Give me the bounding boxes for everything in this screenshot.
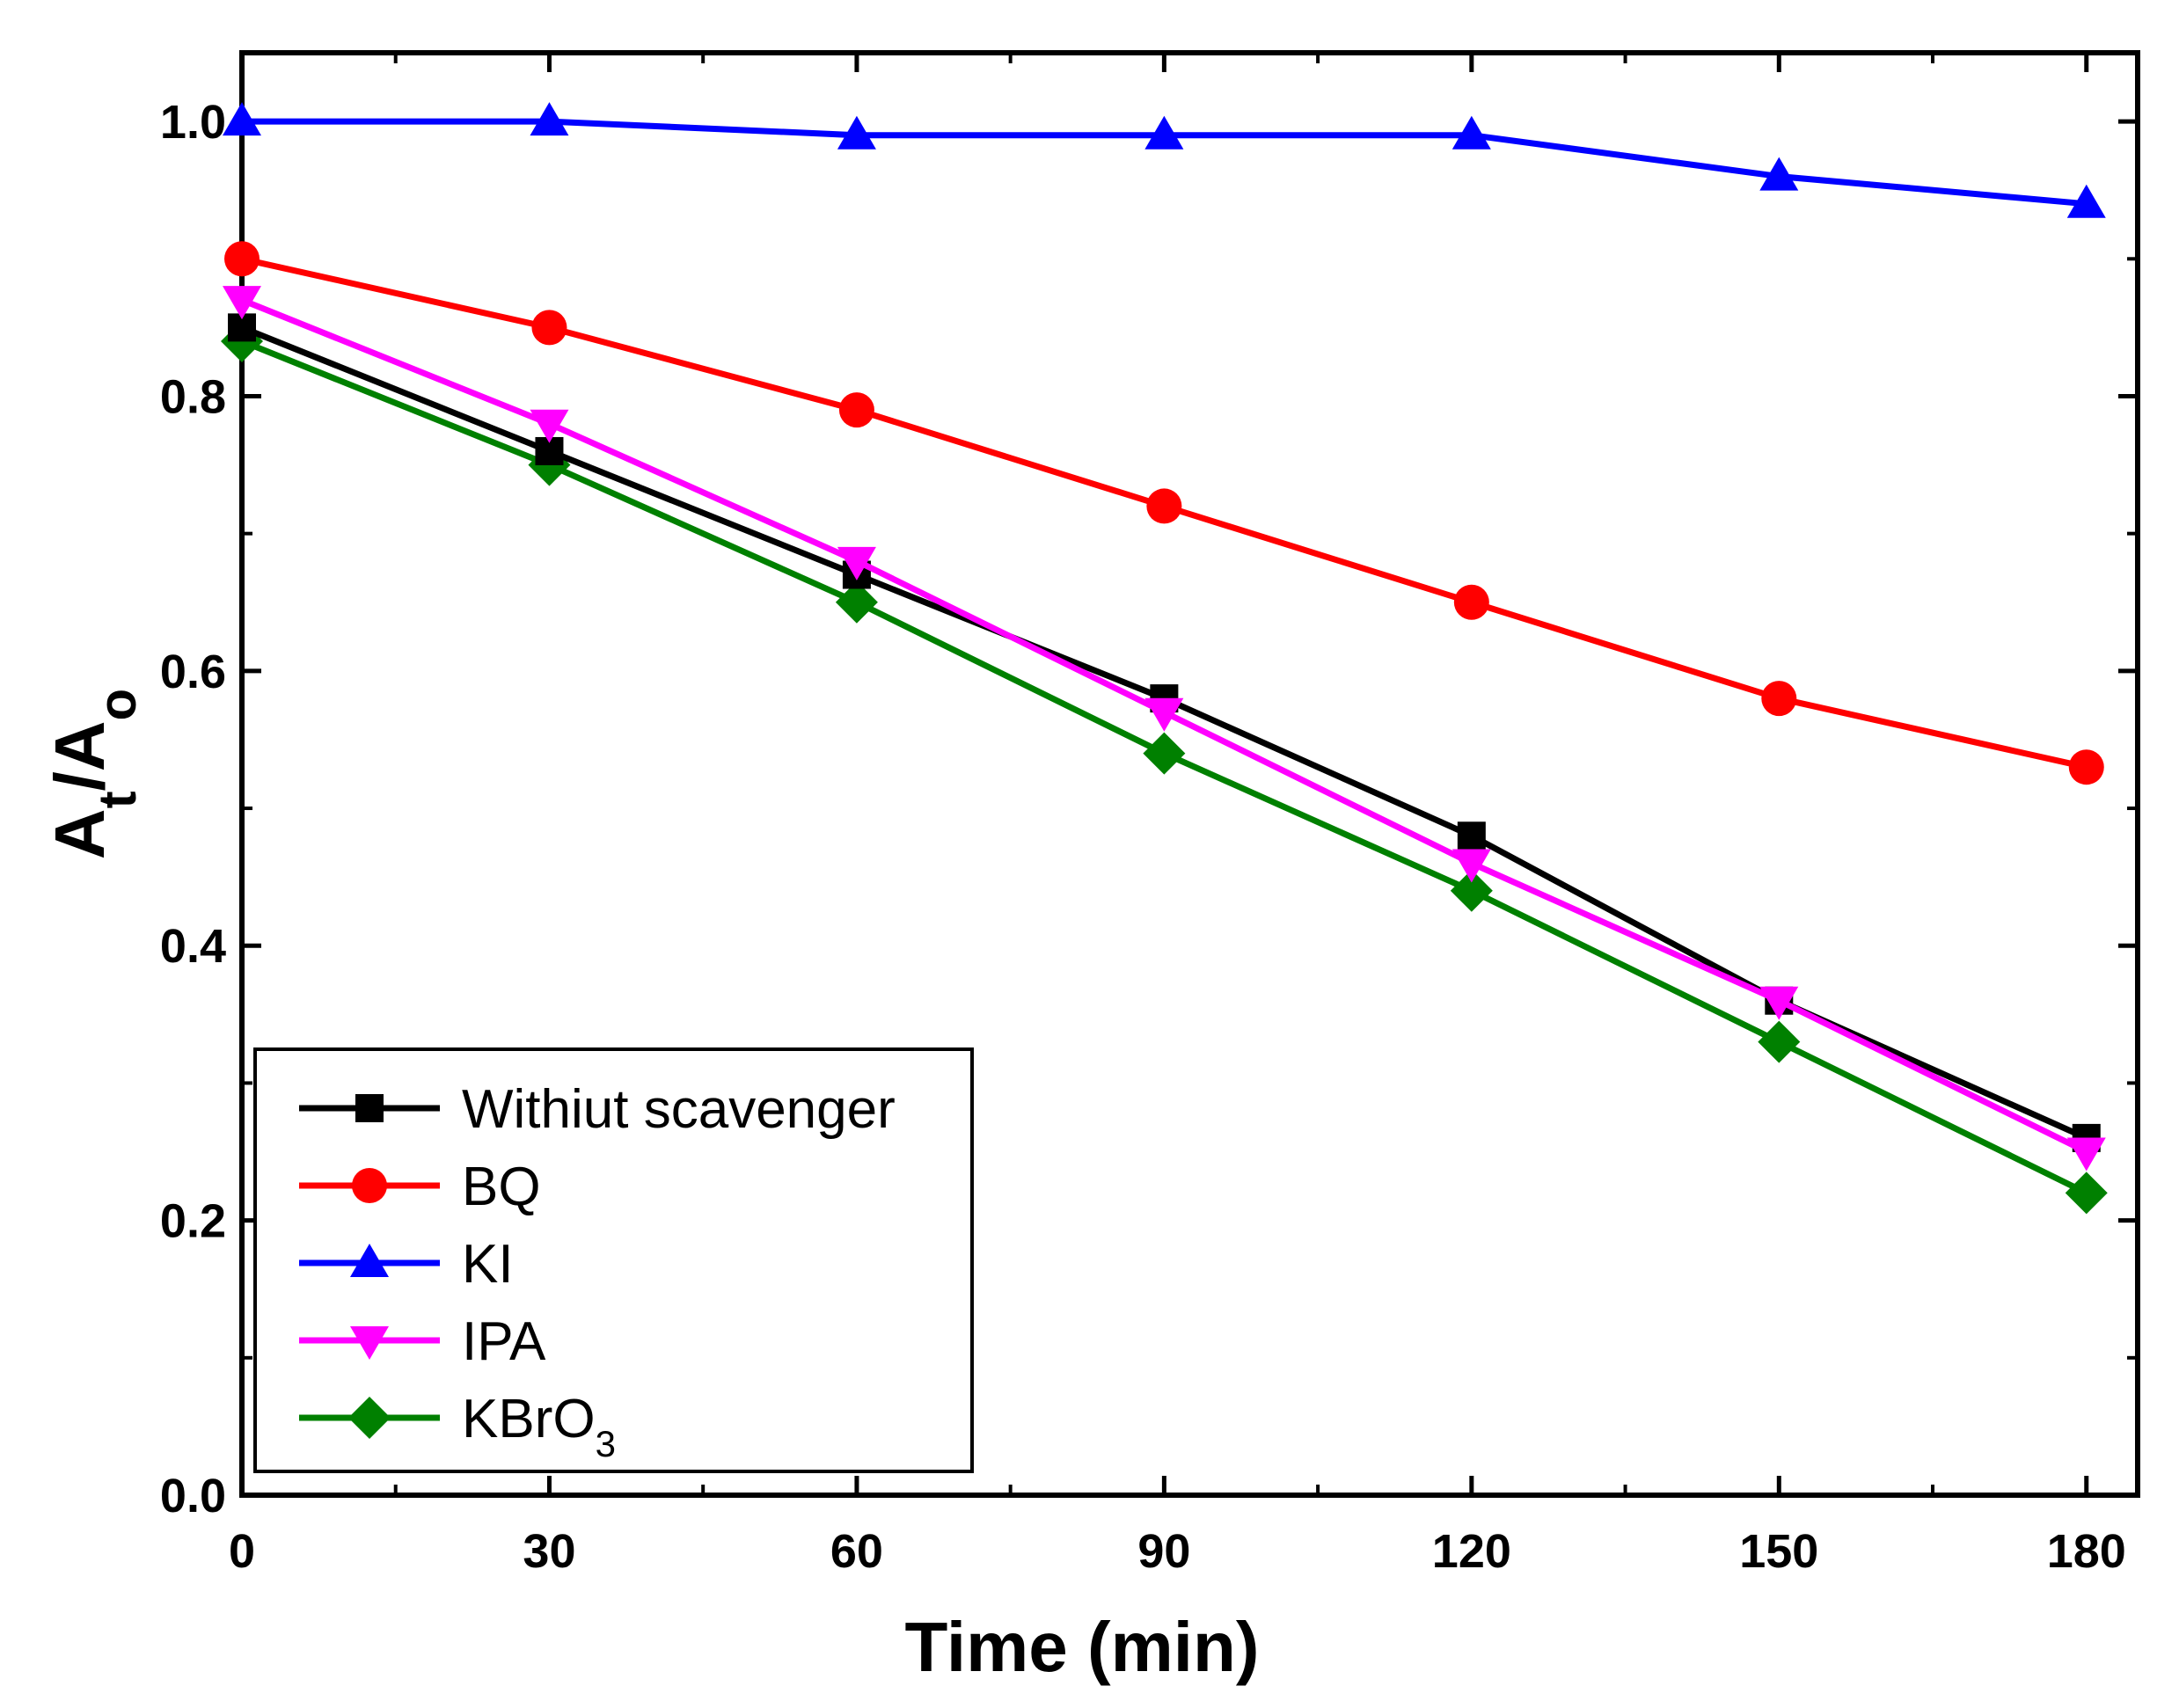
y-axis-title-sub2: o — [88, 689, 147, 721]
data-point — [1144, 115, 1184, 150]
data-point — [2066, 1137, 2106, 1172]
legend-label: IPA — [462, 1311, 546, 1372]
plot-frame — [239, 50, 2140, 1498]
legend-swatch-marker — [352, 1168, 387, 1203]
data-point — [1451, 849, 1491, 883]
legend-label: Withiut scavenger — [462, 1079, 896, 1140]
data-point — [2065, 1172, 2108, 1215]
y-axis-title: At/Ao — [40, 689, 147, 859]
data-point — [1146, 488, 1182, 524]
x-tick-label: 0 — [229, 1525, 255, 1578]
data-point — [223, 102, 261, 136]
x-axis-title: Time (min) — [904, 1608, 1259, 1686]
legend-label-subscript: 3 — [596, 1423, 616, 1464]
y-tick-label: 0.8 — [160, 370, 226, 423]
data-point — [1144, 697, 1184, 732]
x-tick-label: 120 — [1432, 1525, 1511, 1578]
data-point — [837, 546, 876, 580]
data-point — [1758, 1020, 1801, 1063]
data-point — [2066, 184, 2106, 218]
data-point — [835, 580, 878, 624]
x-tick-label: 150 — [1739, 1525, 1818, 1578]
x-tick-label: 60 — [830, 1525, 883, 1578]
data-point — [838, 392, 874, 428]
legend-item: BQ — [299, 1157, 541, 1217]
y-axis-title-sub1: t — [88, 791, 147, 808]
data-point — [223, 286, 261, 320]
legend-swatch-marker — [350, 1326, 389, 1360]
y-tick-label: 0.6 — [160, 646, 226, 698]
x-axis-ticks: 0 30 60 90 120 150 180 — [229, 53, 2126, 1578]
legend-swatch-marker — [348, 1397, 391, 1439]
y-tick-label: 0.2 — [160, 1195, 226, 1248]
data-point — [1453, 584, 1489, 620]
series-1 — [224, 241, 2104, 785]
data-point — [1143, 732, 1186, 775]
legend-label: BQ — [462, 1157, 541, 1217]
legend-swatch-marker — [355, 1094, 384, 1122]
x-tick-label: 30 — [523, 1525, 575, 1578]
data-point — [1457, 821, 1486, 850]
y-tick-label: 0.0 — [160, 1470, 226, 1522]
data-point — [837, 115, 876, 150]
legend-label: KI — [462, 1234, 514, 1295]
y-tick-label: 1.0 — [160, 96, 226, 149]
data-point — [1759, 986, 1799, 1020]
x-tick-label: 180 — [2047, 1525, 2126, 1578]
legend-swatch-marker — [350, 1244, 389, 1277]
data-point — [1451, 115, 1491, 150]
y-axis-title-main: A — [40, 808, 119, 859]
series-3 — [223, 286, 2106, 1172]
data-point — [1450, 869, 1493, 912]
data-point — [531, 310, 567, 346]
legend-item: IPA — [299, 1311, 546, 1372]
legend-item: KI — [299, 1234, 514, 1295]
data-point — [530, 409, 569, 443]
legend-item: Withiut scavenger — [299, 1079, 896, 1140]
data-point — [1759, 157, 1799, 191]
series-2 — [223, 102, 2106, 218]
data-point — [1761, 681, 1797, 717]
x-tick-label: 90 — [1137, 1525, 1190, 1578]
data-point — [530, 102, 569, 136]
y-tick-label: 0.4 — [160, 920, 226, 973]
data-point — [224, 241, 260, 277]
data-point — [2068, 749, 2104, 785]
series-layer — [221, 102, 2108, 1215]
y-axis-title-slash: /A — [40, 720, 119, 791]
